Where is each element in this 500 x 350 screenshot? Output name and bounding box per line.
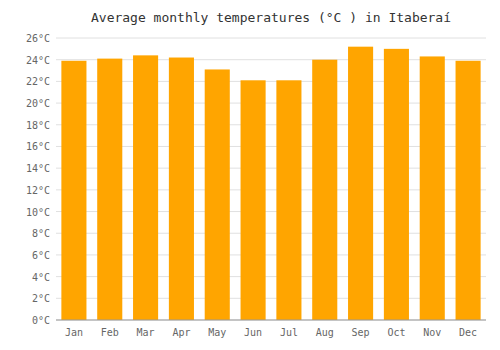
y-tick-label: 8°C — [32, 228, 50, 239]
y-tick-label: 24°C — [26, 55, 50, 66]
bar — [133, 55, 158, 320]
y-tick-label: 16°C — [26, 141, 50, 152]
x-tick-label: Jul — [280, 327, 298, 338]
y-tick-label: 6°C — [32, 250, 50, 261]
y-tick-label: 12°C — [26, 185, 50, 196]
x-tick-label: May — [208, 327, 226, 338]
y-tick-label: 22°C — [26, 76, 50, 87]
bar — [348, 47, 373, 320]
y-tick-label: 0°C — [32, 315, 50, 326]
bar — [276, 80, 301, 320]
bar — [241, 80, 266, 320]
bar — [312, 60, 337, 320]
x-tick-label: Oct — [387, 327, 405, 338]
chart-svg: Average monthly temperatures (°C ) in It… — [0, 0, 500, 350]
x-tick-label: Nov — [423, 327, 441, 338]
x-tick-label: Feb — [101, 327, 119, 338]
x-tick-label: Mar — [137, 327, 155, 338]
y-tick-label: 14°C — [26, 163, 50, 174]
y-grid — [56, 38, 486, 320]
bars — [61, 47, 480, 320]
bar — [169, 58, 194, 320]
x-axis-line — [56, 320, 486, 321]
bar — [420, 56, 445, 320]
y-tick-label: 10°C — [26, 207, 50, 218]
x-tick-label: Aug — [316, 327, 334, 338]
y-tick-label: 18°C — [26, 120, 50, 131]
y-tick-label: 4°C — [32, 272, 50, 283]
y-tick-label: 20°C — [26, 98, 50, 109]
x-tick-label: Sep — [352, 327, 370, 338]
grid-line — [56, 38, 486, 39]
x-tick-label: Jan — [65, 327, 83, 338]
bar — [205, 69, 230, 320]
bar — [61, 61, 86, 320]
y-tick-label: 26°C — [26, 33, 50, 44]
x-tick-label: Apr — [172, 327, 190, 338]
bar — [97, 59, 122, 320]
y-tick-label: 2°C — [32, 293, 50, 304]
chart-container: Average monthly temperatures (°C ) in It… — [0, 0, 500, 350]
bar — [456, 61, 481, 320]
x-tick-label: Dec — [459, 327, 477, 338]
title: Average monthly temperatures (°C ) in It… — [91, 10, 451, 25]
grid-line — [56, 320, 486, 321]
bar — [384, 49, 409, 320]
x-tick-label: Jun — [244, 327, 262, 338]
